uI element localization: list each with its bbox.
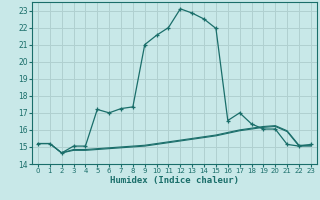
X-axis label: Humidex (Indice chaleur): Humidex (Indice chaleur)	[110, 176, 239, 185]
